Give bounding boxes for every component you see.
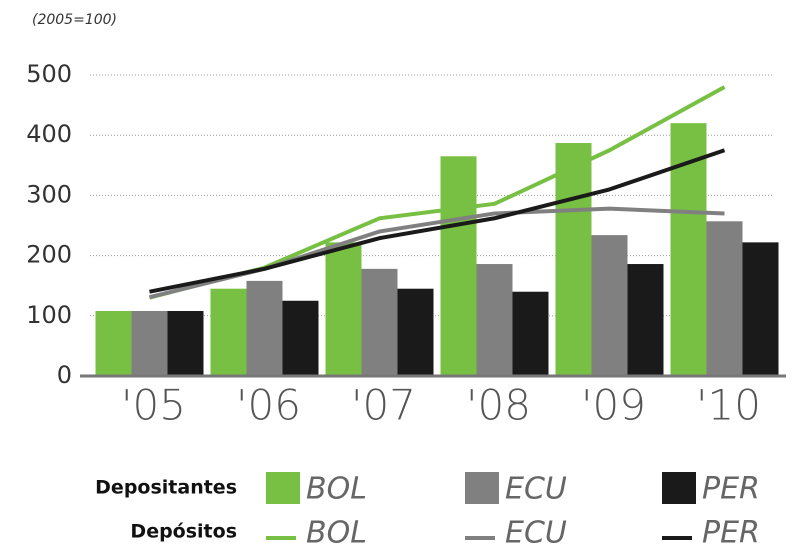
bar xyxy=(167,310,204,376)
x-tick-label: '09 xyxy=(581,381,646,430)
bar xyxy=(512,291,549,376)
legend-swatch xyxy=(266,472,300,504)
legend-label: BOL xyxy=(306,472,367,507)
bar xyxy=(476,264,513,376)
x-tick-label: '10 xyxy=(696,381,761,430)
bar xyxy=(95,310,132,376)
bar xyxy=(361,268,398,376)
legend-label: BOL xyxy=(306,516,367,545)
y-tick-label: 500 xyxy=(26,60,72,88)
x-tick-label: '07 xyxy=(351,381,416,430)
line xyxy=(149,148,726,294)
y-tick-label: 200 xyxy=(26,241,72,269)
legend-label: PER xyxy=(702,516,760,545)
bar xyxy=(210,288,247,376)
y-tick-label: 100 xyxy=(26,301,72,329)
x-tick-label: '06 xyxy=(236,381,301,430)
y-tick-label: 0 xyxy=(57,361,72,389)
bar xyxy=(706,221,743,376)
legend-label: PER xyxy=(702,472,760,507)
x-tick-label: '08 xyxy=(466,381,531,430)
bar xyxy=(282,300,319,376)
bar xyxy=(627,264,664,376)
legend-label: ECU xyxy=(505,472,567,507)
legend-swatch xyxy=(662,472,696,504)
x-tick-label: '05 xyxy=(121,381,186,430)
bar xyxy=(325,242,362,376)
y-tick-label: 400 xyxy=(26,120,72,148)
bar xyxy=(131,310,168,376)
legend-group-label: Depósitos xyxy=(130,521,237,543)
bar xyxy=(555,143,592,376)
y-tick-label: 300 xyxy=(26,180,72,208)
bar xyxy=(591,235,628,376)
legend-group-label: Depositantes xyxy=(95,477,237,499)
bar xyxy=(440,156,477,376)
bar xyxy=(397,288,434,376)
legend-swatch xyxy=(465,472,499,504)
chart-subtitle: (2005=100) xyxy=(32,12,117,28)
bar xyxy=(742,242,779,376)
bar xyxy=(246,280,283,376)
legend-label: ECU xyxy=(505,516,567,545)
